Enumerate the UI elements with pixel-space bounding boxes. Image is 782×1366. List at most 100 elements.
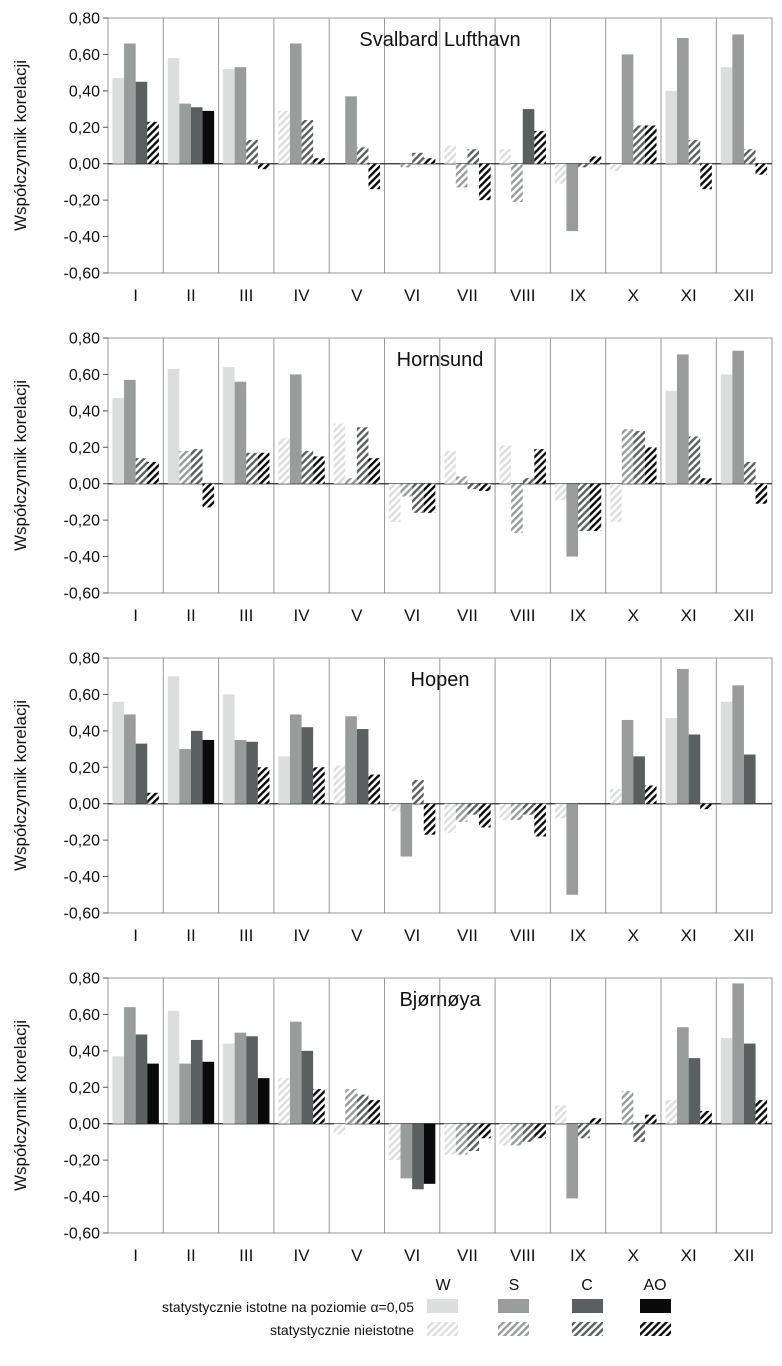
bar-s: [677, 668, 689, 804]
bar-s: [124, 714, 136, 804]
bar-c: [190, 449, 203, 484]
bar-s: [677, 38, 689, 164]
bar-ao: [755, 1100, 768, 1124]
bar-s: [511, 1123, 523, 1146]
bar-w: [499, 445, 512, 484]
bar-s: [345, 96, 357, 164]
bar-ao: [644, 1114, 657, 1124]
bar-ao: [147, 1063, 159, 1124]
y-tick-label: 0,20: [69, 760, 100, 777]
bar-s: [621, 719, 634, 804]
bar-ao: [257, 1078, 270, 1124]
y-tick-label: -0,40: [64, 1189, 101, 1206]
bar-s: [234, 67, 247, 164]
bar-ao: [755, 163, 768, 175]
bar-w: [665, 390, 678, 484]
bar-c: [356, 729, 369, 804]
bar-s: [234, 381, 247, 484]
y-tick-label: -0,60: [64, 906, 101, 923]
bar-s: [455, 1123, 468, 1155]
bar-w: [333, 423, 346, 484]
x-tick-label: X: [628, 606, 639, 625]
bar-w: [278, 438, 290, 484]
bar-ao: [313, 767, 325, 804]
bar-c: [301, 120, 314, 164]
y-tick-label: -0,20: [64, 1153, 101, 1170]
y-tick-label: -0,60: [64, 266, 101, 283]
bar-ao: [257, 452, 270, 484]
bar-c: [190, 107, 203, 164]
bar-w: [112, 398, 125, 484]
bar-w: [167, 58, 180, 164]
bar-s: [566, 483, 579, 557]
bar-s: [677, 354, 689, 484]
legend-swatch-significant: [640, 1299, 671, 1313]
bar-c: [135, 743, 148, 804]
bar-ao: [589, 1118, 602, 1124]
y-tick-label: 0,60: [69, 687, 100, 704]
bar-w: [333, 1123, 346, 1135]
bar-s: [345, 716, 357, 804]
chart-panel: 0,80 0,60 0,40 0,20 0,00 -0,20 -0,40 -0,60 Współ…: [11, 331, 773, 625]
bar-ao: [589, 156, 602, 164]
bar-c: [135, 1034, 148, 1124]
y-tick-label: -0,20: [64, 833, 101, 850]
y-tick-label: -0,40: [64, 869, 101, 886]
bar-c: [467, 483, 480, 490]
bar-s: [511, 163, 523, 202]
bar-s: [621, 1090, 634, 1124]
bar-s: [455, 476, 468, 484]
bar-w: [554, 483, 567, 501]
bar-c: [301, 450, 314, 484]
bar-s: [566, 803, 579, 895]
bar-s: [345, 478, 357, 484]
x-tick-label: X: [628, 926, 639, 945]
bar-s: [732, 685, 744, 804]
y-tick-label: 0,60: [69, 1007, 100, 1024]
bar-s: [289, 714, 302, 804]
x-tick-label: III: [239, 606, 253, 625]
bar-s: [234, 739, 247, 804]
x-tick-label: II: [186, 926, 195, 945]
bar-ao: [257, 163, 270, 170]
bar-ao: [534, 449, 546, 484]
panel-title: Hornsund: [397, 349, 484, 371]
bar-w: [444, 450, 456, 484]
y-tick-label: 0,20: [69, 120, 100, 137]
x-tick-label: X: [628, 1246, 639, 1265]
x-tick-label: XI: [681, 926, 697, 945]
x-tick-label: XII: [734, 926, 755, 945]
x-tick-label: II: [186, 606, 195, 625]
x-tick-label: VIII: [510, 286, 536, 305]
bar-w: [665, 1100, 678, 1124]
bar-ao: [700, 803, 712, 810]
bar-w: [499, 149, 512, 164]
bar-ao: [313, 158, 325, 164]
bar-ao: [534, 130, 546, 164]
bar-s: [289, 1021, 302, 1124]
bar-ao: [534, 803, 546, 837]
bar-s: [234, 1032, 247, 1124]
bar-w: [167, 676, 180, 804]
bar-w: [223, 69, 235, 164]
bar-w: [665, 718, 678, 804]
bar-c: [743, 754, 756, 804]
bar-c: [356, 427, 369, 484]
y-tick-label: -0,40: [64, 549, 101, 566]
bar-ao: [589, 483, 602, 532]
bar-c: [356, 147, 369, 164]
bar-c: [301, 1050, 314, 1124]
y-tick-label: 0,00: [69, 796, 100, 813]
bar-ao: [313, 1089, 325, 1124]
x-tick-label: III: [239, 926, 253, 945]
x-tick-label: XII: [734, 606, 755, 625]
bar-c: [190, 1039, 203, 1124]
bar-ao: [700, 163, 712, 190]
bar-s: [621, 54, 634, 164]
bar-ao: [423, 803, 436, 835]
bar-ao: [257, 767, 270, 804]
x-tick-label: I: [133, 606, 138, 625]
x-tick-label: VIII: [510, 1246, 536, 1265]
legend-significant-label: statystycznie istotne na poziomie α=0,05: [162, 1299, 414, 1315]
